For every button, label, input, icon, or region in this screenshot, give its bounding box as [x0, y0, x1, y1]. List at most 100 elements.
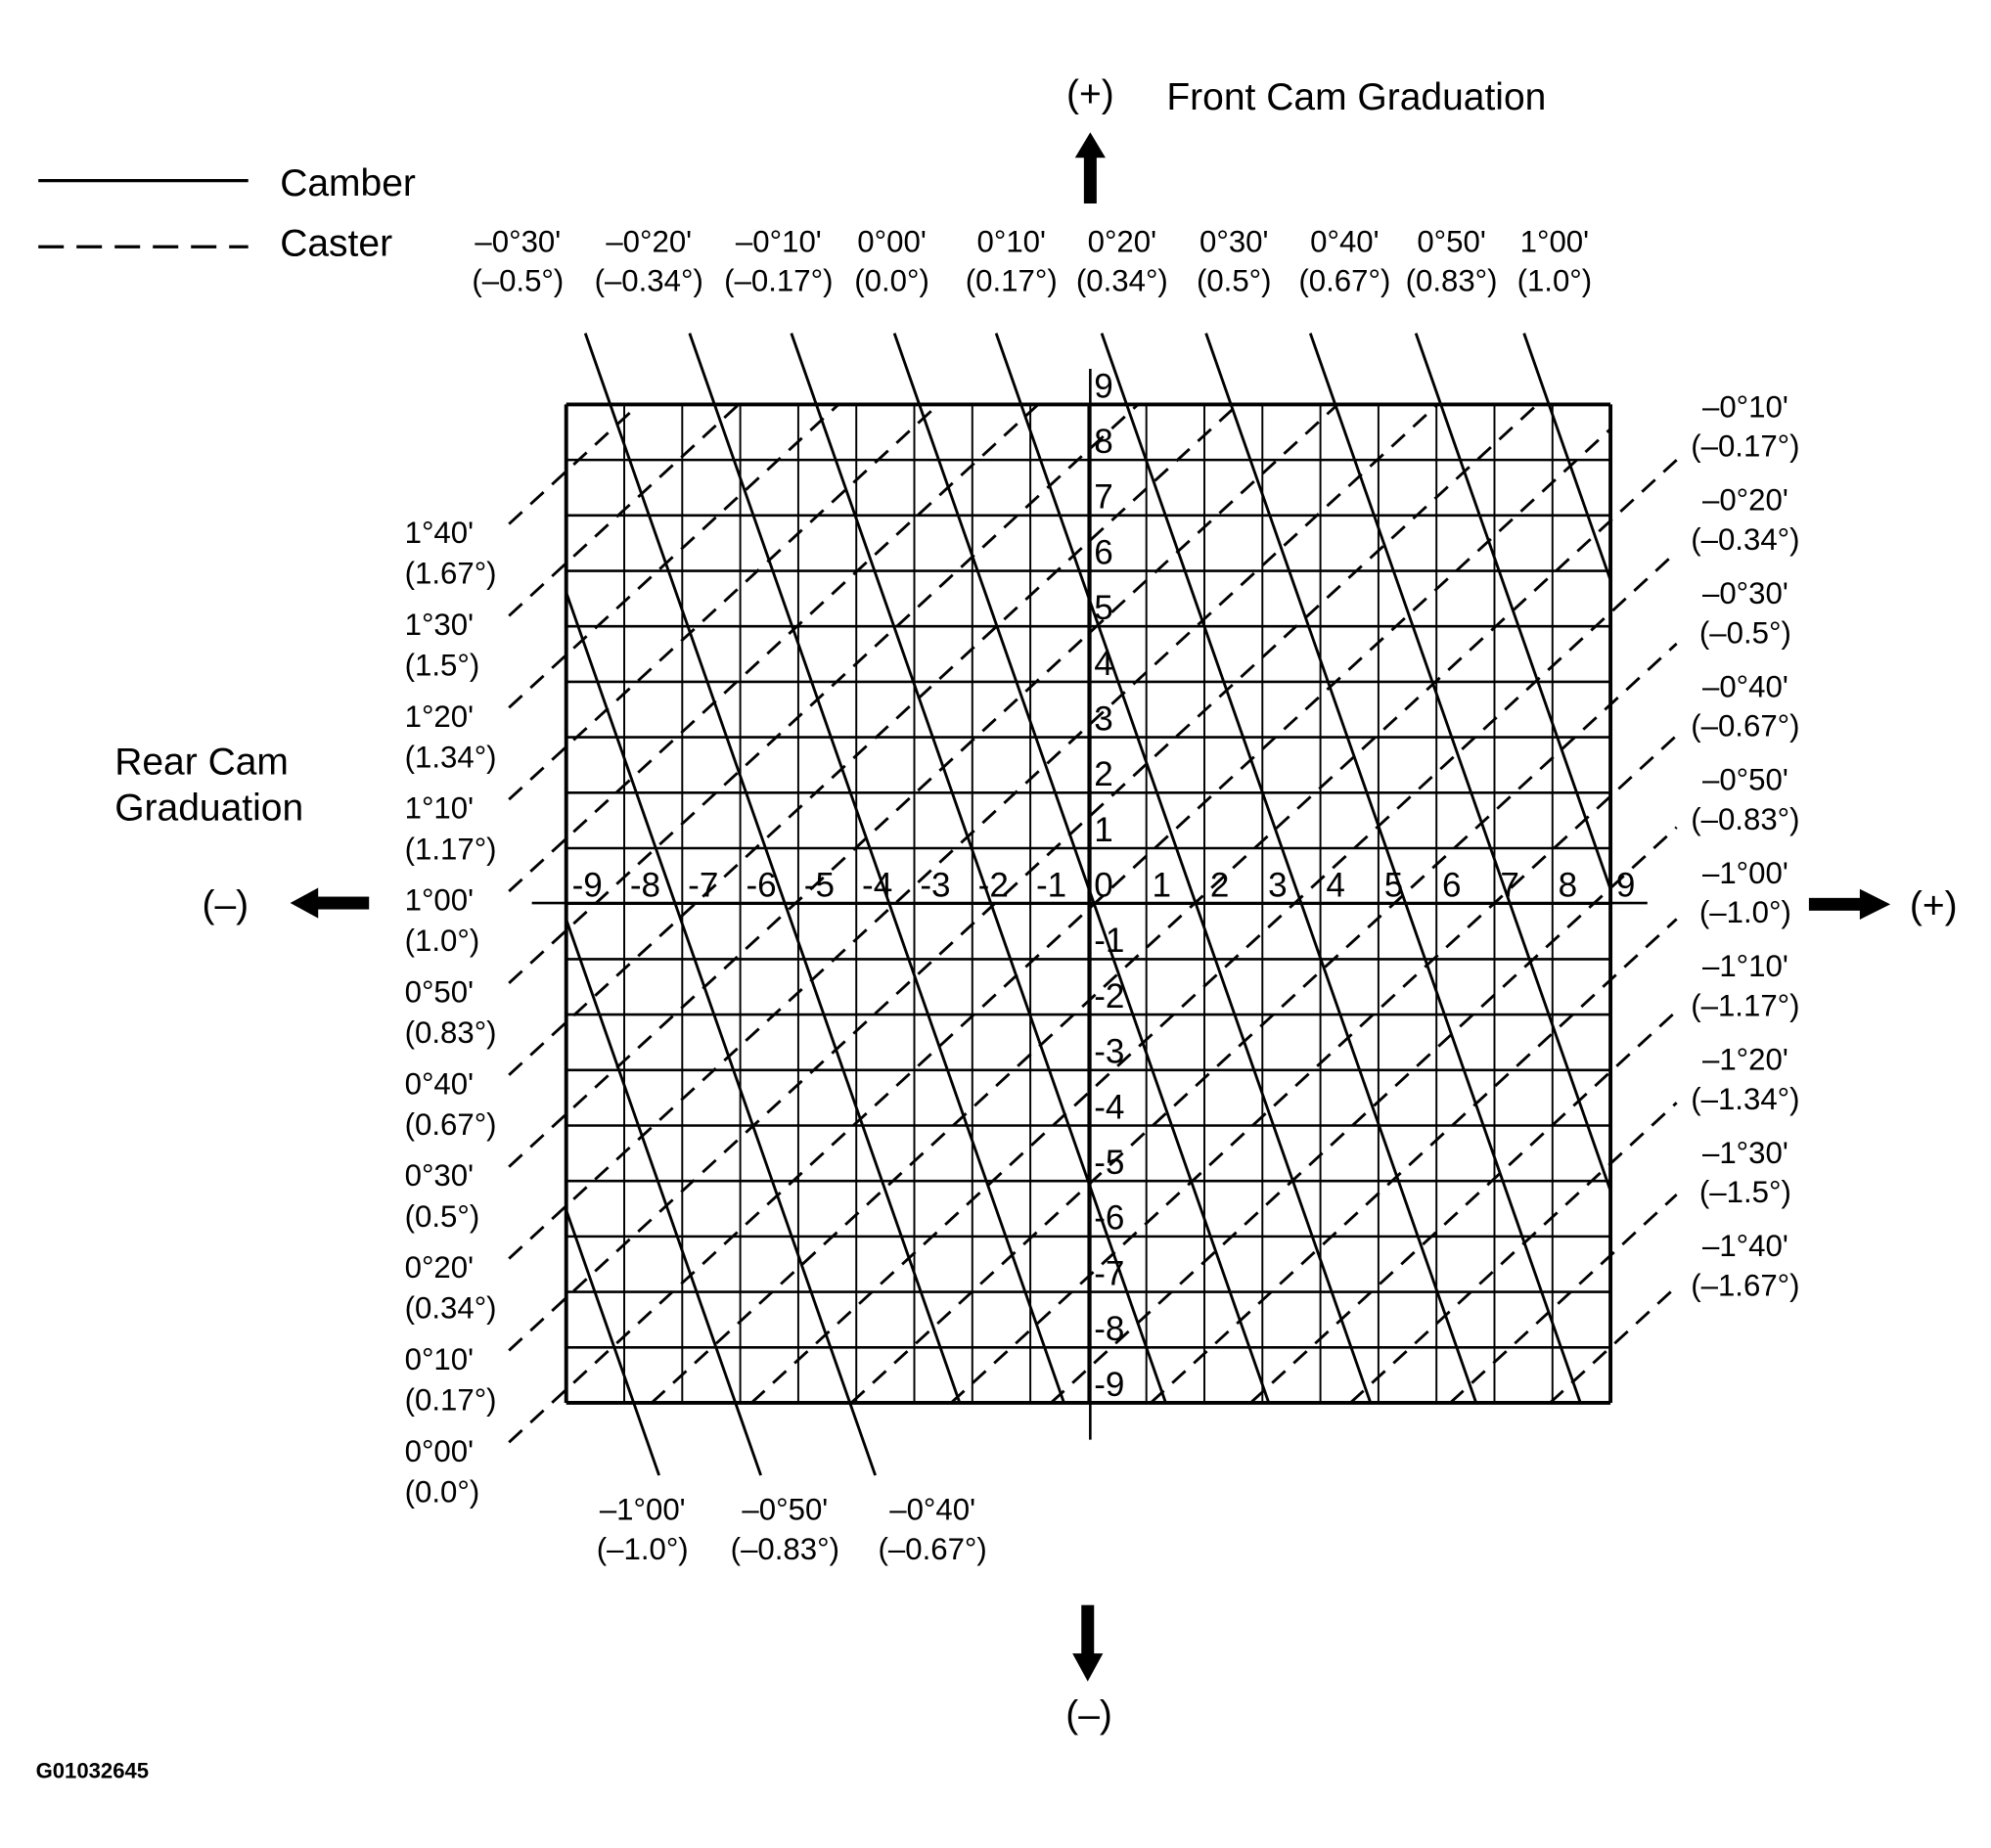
x-tick-label: 6	[1442, 867, 1462, 905]
caster-right-label-decimal: (–0.5°)	[1699, 615, 1791, 650]
x-tick-label: 1	[1153, 867, 1172, 905]
camber-top-label: 1°00'	[1520, 224, 1589, 258]
caster-left-label: 1°00'	[405, 883, 474, 918]
caster-line	[508, 428, 1612, 1444]
camber-line	[994, 333, 1373, 1404]
y-tick-label: 4	[1094, 645, 1113, 683]
caster-left-label-decimal: (0.0°)	[405, 1474, 480, 1509]
caster-line	[508, 403, 1439, 1260]
camber-top-label: 0°10'	[977, 224, 1046, 258]
camber-line	[688, 333, 1065, 1404]
camber-line	[790, 333, 1167, 1404]
caster-left-label-decimal: (1.67°)	[405, 557, 497, 591]
x-tick-label: -5	[804, 867, 835, 905]
arrow-up-icon	[1074, 132, 1106, 204]
y-tick-label: -3	[1094, 1033, 1124, 1071]
caster-line	[1050, 826, 1678, 1405]
caster-right-label: –1°20'	[1702, 1042, 1788, 1076]
caster-line	[750, 550, 1678, 1405]
caster-left-label-decimal: (0.67°)	[405, 1107, 497, 1142]
caster-line	[950, 734, 1678, 1405]
x-tick-label: 2	[1210, 867, 1230, 905]
caster-left-label: 0°20'	[405, 1250, 474, 1285]
caster-left-label: 1°10'	[405, 791, 474, 826]
x-tick-label: -9	[572, 867, 603, 905]
camber-bottom-label: –1°00'	[600, 1493, 686, 1527]
y-tick-label: 3	[1094, 699, 1113, 738]
camber-top-label-decimal: (–0.34°)	[595, 264, 703, 298]
caster-line	[508, 403, 1539, 1352]
x-tick-label: -8	[630, 867, 660, 905]
x-tick-label: 7	[1500, 867, 1519, 905]
caster-line	[508, 403, 1339, 1168]
caster-left-label: 0°50'	[405, 974, 474, 1009]
arrow-down-icon	[1072, 1604, 1104, 1682]
x-tick-label: -1	[1036, 867, 1066, 905]
x-tick-label: 9	[1616, 867, 1636, 905]
caster-line	[508, 403, 1040, 893]
camber-top-label-decimal: (0.83°)	[1406, 264, 1498, 298]
caster-right-label-decimal: (–0.17°)	[1691, 429, 1799, 464]
y-tick-label: -8	[1094, 1310, 1124, 1348]
caster-left-label: 0°10'	[405, 1342, 474, 1376]
caster-right-label-decimal: (–1.17°)	[1691, 988, 1799, 1022]
x-tick-label: 8	[1559, 867, 1578, 905]
caster-line	[508, 403, 840, 709]
camber-line	[892, 333, 1271, 1404]
camber-top-label: 0°30'	[1199, 224, 1268, 258]
labels: -9 -8 -7 -6 -5 -4 -3 -2 -1 0 1 2 3 4 5 6 7 8 9987654321-1-…	[405, 224, 1800, 1565]
caster-line	[1549, 1285, 1678, 1405]
camber-bottom-label-decimal: (–0.67°)	[878, 1532, 986, 1566]
camber-bottom-label-decimal: (–0.83°)	[731, 1532, 839, 1566]
camber-top-label-decimal: (0.5°)	[1197, 264, 1272, 298]
camber-bottom-label: –0°40'	[889, 1493, 975, 1527]
camber-top-label-decimal: (0.67°)	[1298, 264, 1390, 298]
y-tick-label: -1	[1094, 922, 1124, 960]
rear-cam-title-line2: Graduation	[114, 788, 303, 830]
rear-cam-title-line1: Rear Cam	[114, 742, 289, 784]
caster-right-label-decimal: (–1.0°)	[1699, 895, 1791, 929]
camber-top-label-decimal: (0.34°)	[1076, 264, 1168, 298]
caster-right-label: –0°10'	[1702, 389, 1788, 424]
y-tick-label: 7	[1094, 478, 1113, 517]
caster-right-label: –1°00'	[1702, 856, 1788, 890]
caster-left-label-decimal: (0.34°)	[405, 1291, 497, 1326]
caster-line	[508, 403, 940, 801]
front-cam-plus: (+)	[1066, 73, 1114, 115]
camber-top-label: 0°40'	[1310, 224, 1379, 258]
y-tick-label: 2	[1094, 755, 1113, 793]
caster-left-label: 0°40'	[405, 1066, 474, 1101]
y-tick-label: 9	[1094, 367, 1113, 405]
caster-line	[1349, 1102, 1678, 1405]
camber-bottom-label-decimal: (–1.0°)	[597, 1532, 689, 1566]
camber-line	[1522, 333, 1612, 581]
legend-caster-label: Caster	[280, 222, 392, 264]
x-tick-label: -2	[978, 867, 1009, 905]
caster-lines	[508, 403, 1678, 1444]
camber-line	[1100, 333, 1478, 1404]
x-tick-label: -4	[862, 867, 892, 905]
x-tick-label: 5	[1384, 867, 1404, 905]
caster-line	[1150, 918, 1678, 1405]
y-tick-label: -6	[1094, 1199, 1124, 1238]
caster-right-label: –0°30'	[1702, 576, 1788, 610]
x-tick-label: -7	[688, 867, 718, 905]
caster-left-label: 1°20'	[405, 699, 474, 734]
front-cam-minus: (–)	[1065, 1693, 1112, 1735]
rear-cam-minus: (–)	[202, 883, 249, 925]
caster-left-label-decimal: (1.0°)	[405, 924, 480, 958]
x-tick-label: 0	[1094, 867, 1113, 905]
caster-line	[1449, 1194, 1678, 1405]
caster-right-label: –0°40'	[1702, 669, 1788, 703]
x-tick-label: 3	[1268, 867, 1288, 905]
caster-left-label-decimal: (0.83°)	[405, 1015, 497, 1050]
caster-line	[508, 403, 741, 617]
caster-line	[1249, 1010, 1678, 1405]
camber-top-label: –0°10'	[736, 224, 822, 258]
caster-left-label-decimal: (0.17°)	[405, 1383, 497, 1418]
camber-top-label-decimal: (0.0°)	[854, 264, 929, 298]
caster-right-label-decimal: (–1.5°)	[1699, 1175, 1791, 1209]
y-tick-label: 1	[1094, 811, 1113, 849]
camber-top-label: –0°30'	[475, 224, 561, 258]
caster-right-label: –0°20'	[1702, 483, 1788, 518]
